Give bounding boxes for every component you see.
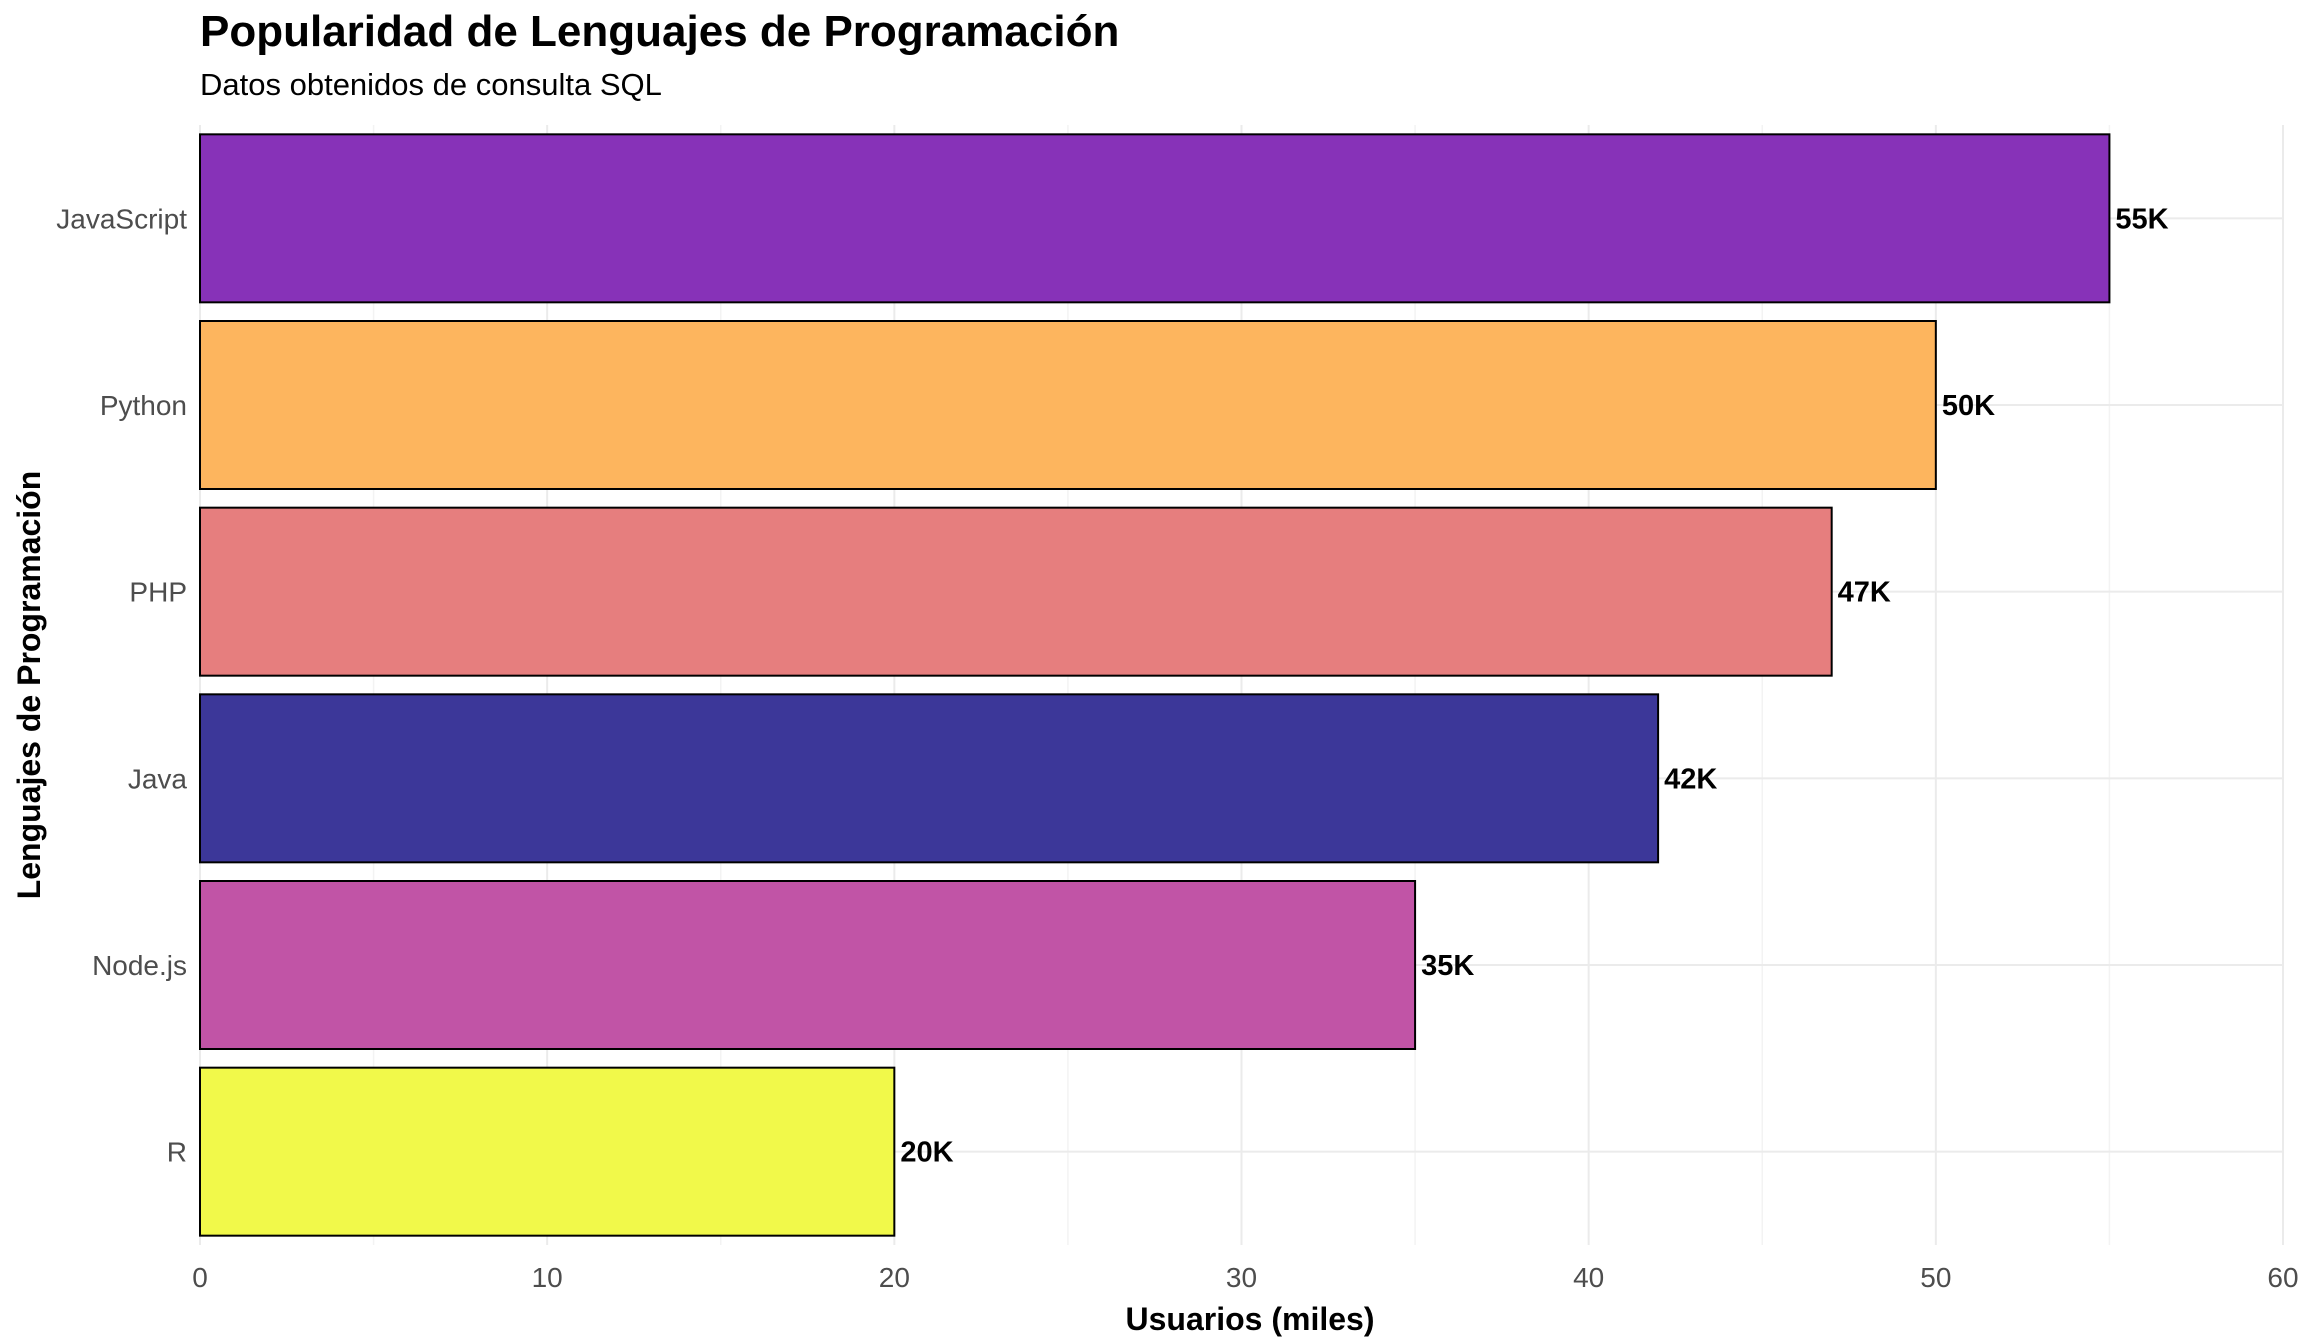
chart-title: Popularidad de Lenguajes de Programación: [200, 7, 1119, 56]
x-tick-label: 10: [532, 1262, 563, 1293]
x-tick-label: 40: [1573, 1262, 1604, 1293]
bars: [199, 133, 2111, 1237]
y-tick-label: Node.js: [92, 950, 187, 981]
bar-r: [199, 1066, 896, 1237]
x-tick-label: 30: [1226, 1262, 1257, 1293]
x-tick-label: 60: [2267, 1262, 2298, 1293]
x-tick-label: 20: [879, 1262, 910, 1293]
x-tick-label: 0: [192, 1262, 208, 1293]
x-tick-label: 50: [1920, 1262, 1951, 1293]
bar-node-js: [199, 880, 1417, 1050]
x-axis-title: Usuarios (miles): [1126, 1301, 1375, 1337]
data-label: 55K: [2115, 203, 2168, 235]
chart-subtitle: Datos obtenidos de consulta SQL: [200, 67, 662, 102]
y-tick-label: PHP: [129, 577, 187, 608]
y-tick-label: Java: [128, 763, 188, 794]
data-label: 35K: [1421, 950, 1474, 982]
data-label: 50K: [1942, 390, 1995, 422]
bar-python: [199, 320, 1937, 490]
bar-java: [199, 693, 1660, 864]
bar-javascript: [199, 133, 2111, 304]
y-axis: JavaScript Python PHP Java Node.js R: [56, 203, 187, 1167]
y-axis-title: Lenguajes de Programación: [11, 471, 47, 900]
y-tick-label: Python: [100, 390, 187, 421]
bar-php: [199, 506, 1833, 677]
data-label: 20K: [900, 1137, 953, 1169]
y-tick-label: R: [167, 1137, 187, 1168]
y-tick-label: JavaScript: [56, 203, 187, 234]
x-axis: 0 10 20 30 40 50 60: [192, 1262, 2298, 1293]
data-label: 42K: [1664, 763, 1717, 795]
data-label: 47K: [1838, 577, 1891, 609]
data-labels: 55K 50K 47K 42K 35K 20K: [900, 203, 2168, 1168]
